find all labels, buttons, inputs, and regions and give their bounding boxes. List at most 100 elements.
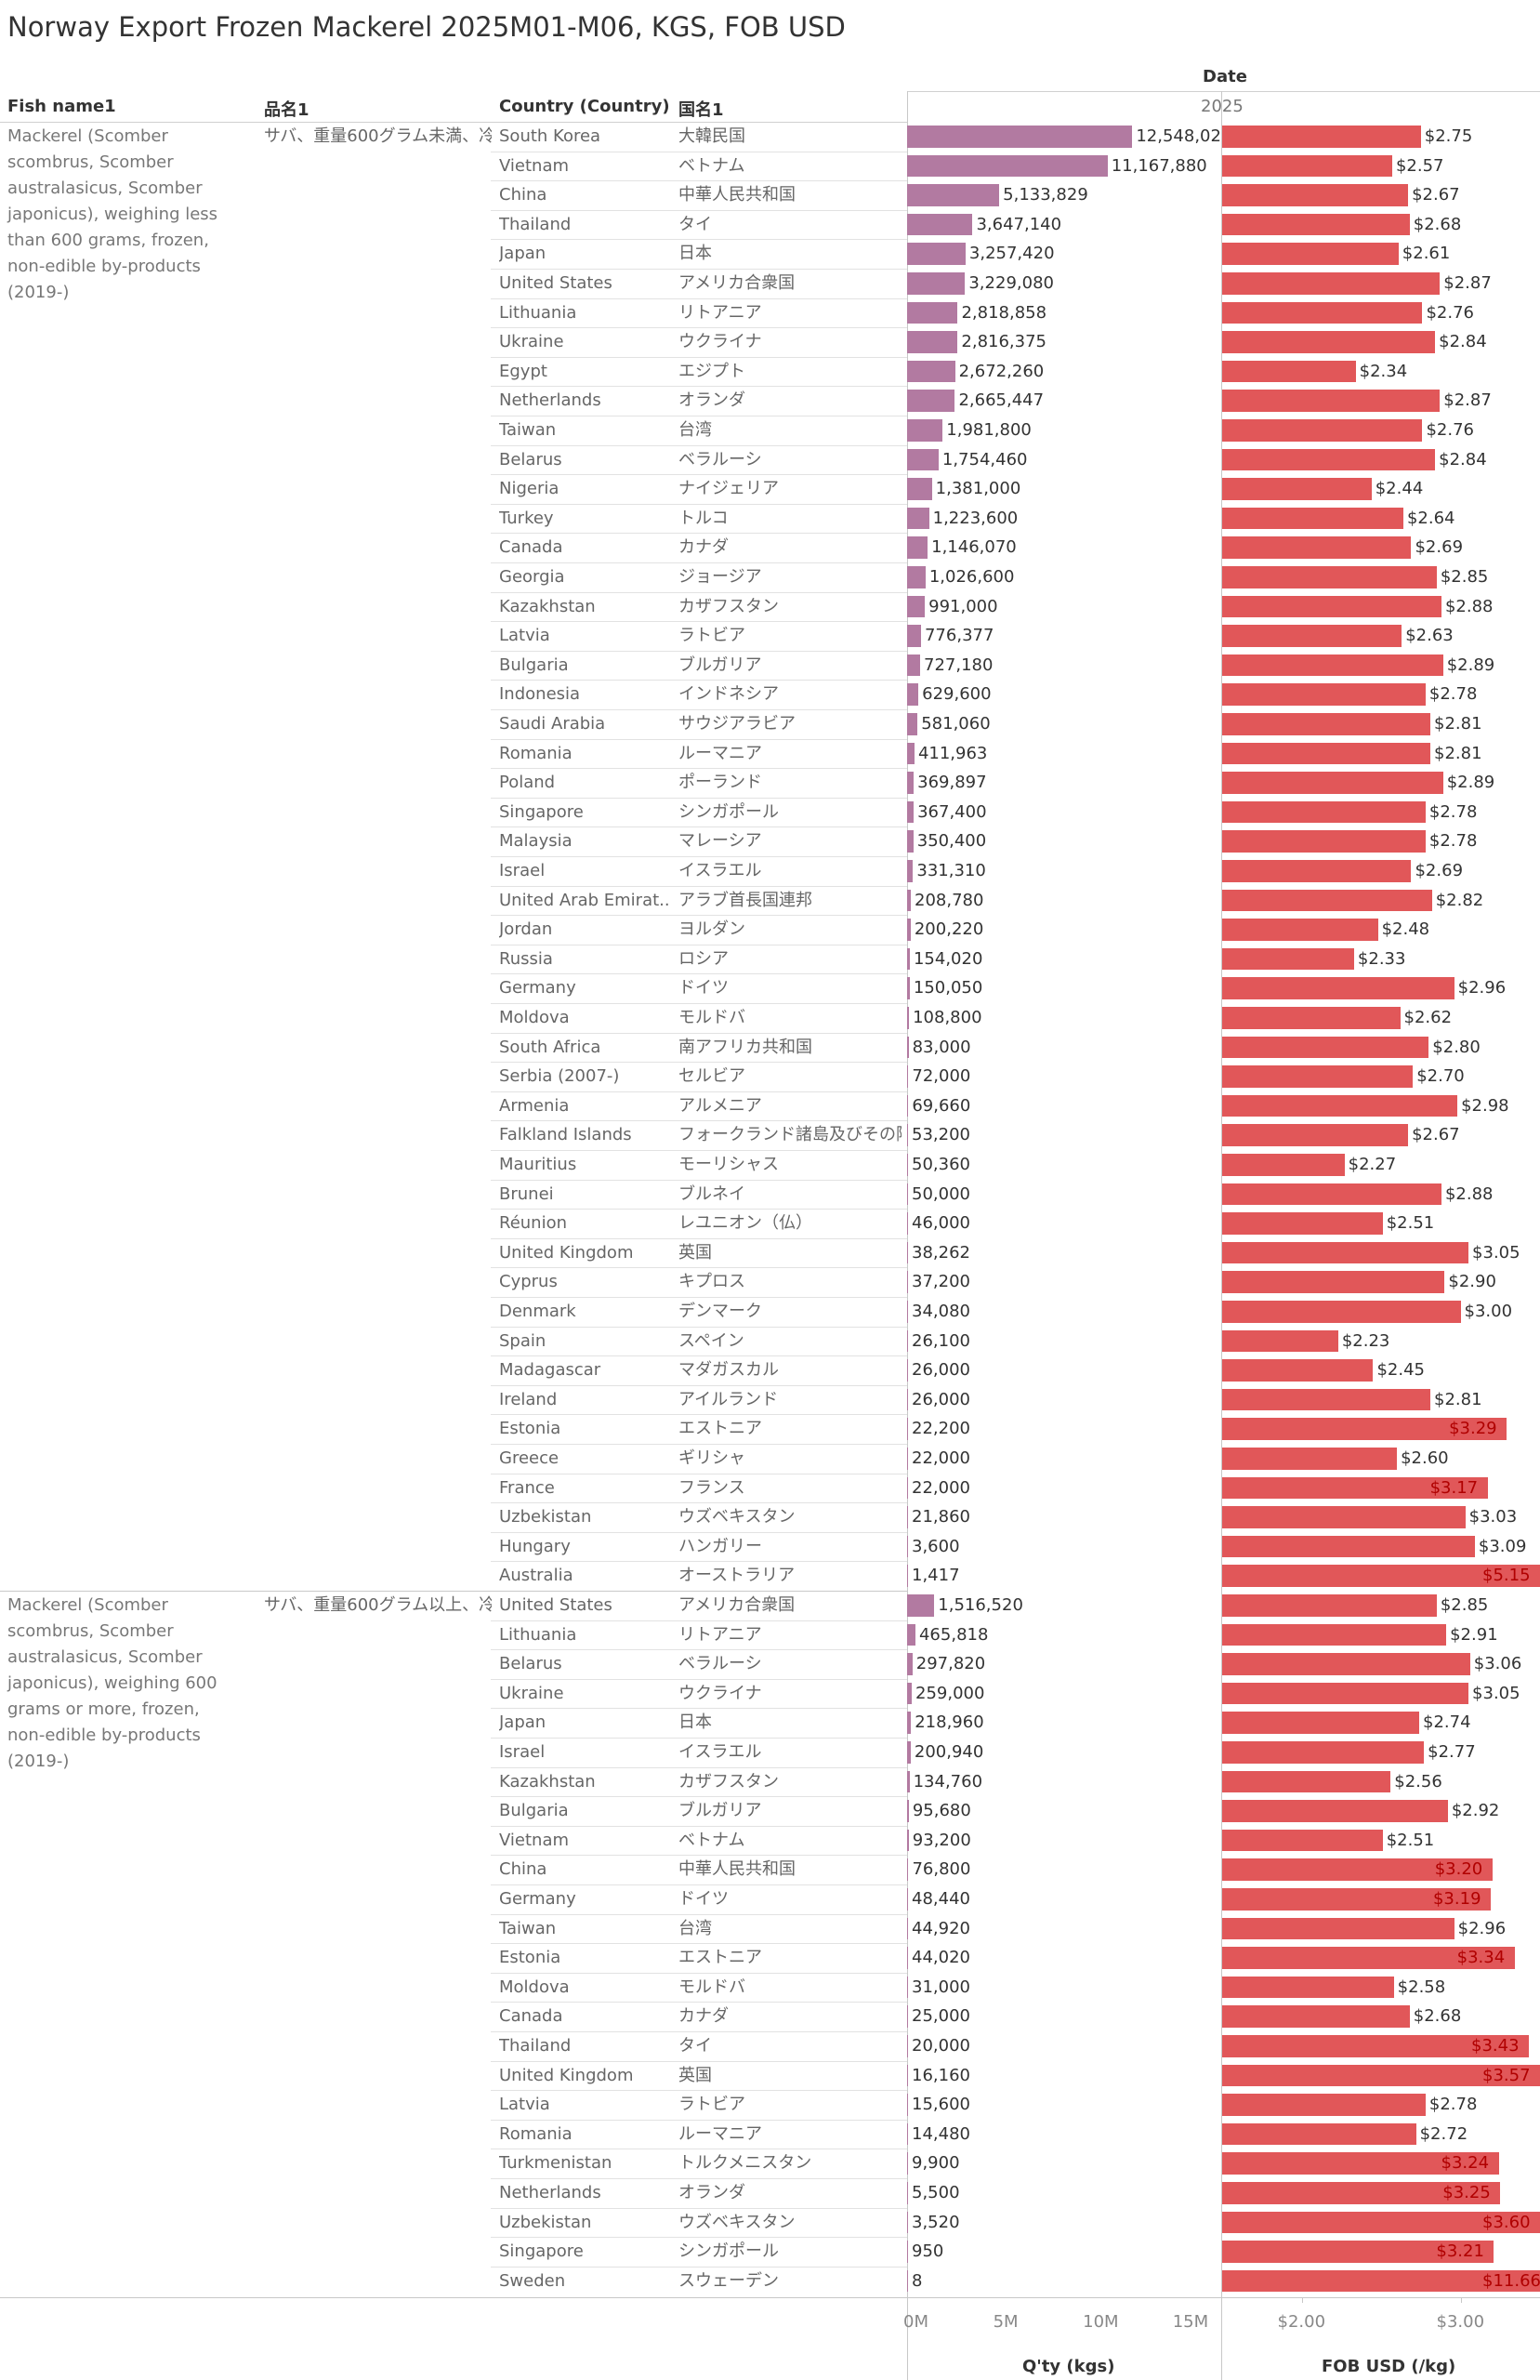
qty-label: 150,050	[913, 978, 983, 998]
price-label: $3.43	[1471, 2036, 1520, 2056]
country-cell: Brunei	[499, 1183, 554, 1204]
qty-bar	[907, 889, 912, 912]
price-bar	[1222, 419, 1423, 442]
qty-bar	[907, 1448, 908, 1470]
qty-label: 154,020	[913, 948, 983, 969]
kokumei-cell: レユニオン（仏）	[678, 1213, 812, 1234]
price-bar	[1222, 595, 1441, 618]
kokumei-cell: セルビア	[678, 1066, 745, 1087]
qty-bar	[907, 1007, 910, 1029]
kokumei-cell: オランダ	[678, 2183, 745, 2202]
price-label: $2.78	[1428, 684, 1478, 705]
qty-bar	[907, 1212, 908, 1235]
row-divider	[491, 1913, 907, 1915]
price-label: $3.09	[1478, 1536, 1527, 1556]
country-cell: Bulgaria	[499, 654, 569, 675]
qty-bar	[907, 1800, 909, 1822]
price-label: $2.87	[1443, 273, 1492, 293]
row-divider	[491, 1032, 907, 1034]
qty-label: 48,440	[912, 1889, 970, 1909]
kokumei-cell: ベトナム	[678, 1830, 745, 1850]
price-bar	[1222, 360, 1356, 383]
price-label: $2.27	[1348, 1155, 1397, 1174]
row-divider	[491, 650, 907, 652]
qty-label: 950	[912, 2241, 944, 2262]
price-label: $2.81	[1434, 1389, 1482, 1409]
qty-bar	[907, 1565, 908, 1587]
price-bar	[1222, 1476, 1488, 1500]
qty-label: 727,180	[924, 654, 994, 675]
country-cell: United States	[499, 273, 612, 293]
country-cell: Greece	[499, 1448, 559, 1468]
qty-bar	[907, 2064, 908, 2087]
country-cell: Nigeria	[499, 479, 559, 499]
row-divider	[491, 680, 907, 681]
price-label: $2.62	[1403, 1008, 1453, 1027]
price-bar	[1222, 1800, 1448, 1822]
country-cell: Jordan	[499, 919, 553, 940]
price-bar	[1222, 683, 1426, 706]
qty-label: 200,220	[914, 919, 984, 940]
country-cell: Poland	[499, 773, 556, 793]
kokumei-cell: エジプト	[678, 361, 745, 381]
row-divider	[491, 180, 907, 182]
qty-label: 991,000	[928, 596, 998, 616]
price-label: $2.57	[1395, 155, 1444, 176]
qty-bar	[907, 243, 966, 265]
price-label: $2.91	[1450, 1624, 1498, 1645]
price-label: $2.90	[1448, 1272, 1496, 1292]
price-bar	[1222, 2094, 1426, 2116]
kokumei-cell: シンガポール	[678, 2241, 779, 2262]
row-divider	[491, 1825, 907, 1827]
row-divider	[491, 1766, 907, 1768]
kokumei-cell: ベトナム	[678, 155, 745, 176]
kokumei-cell: タイ	[678, 2036, 712, 2056]
row-divider	[491, 973, 907, 975]
price-label: $11.66	[1482, 2270, 1540, 2291]
country-cell: South Korea	[499, 126, 601, 146]
kokumei-cell: シンガポール	[678, 801, 779, 822]
kokumei-cell: ルーマニア	[678, 2123, 762, 2144]
price-label: $2.45	[1376, 1360, 1425, 1381]
qty-bar	[907, 1359, 908, 1382]
country-cell: Egypt	[499, 361, 547, 381]
qty-label: 44,920	[912, 1918, 970, 1938]
price-label: $2.98	[1461, 1095, 1509, 1116]
price-bar	[1222, 566, 1437, 588]
qty-bar	[907, 272, 966, 295]
qty-bar	[907, 1858, 909, 1881]
price-bar	[1222, 1212, 1383, 1235]
header-country: Country (Country)	[499, 97, 670, 116]
qty-label: 22,000	[912, 1448, 970, 1468]
price-bar	[1222, 1036, 1429, 1059]
row-divider	[491, 1972, 907, 1974]
price-bar	[1222, 1301, 1461, 1323]
price-axis-tick: $2.00	[1277, 2312, 1326, 2333]
price-bar	[1222, 1594, 1437, 1617]
qty-bar	[907, 419, 943, 442]
price-bar	[1222, 2269, 1540, 2293]
price-label: $2.58	[1397, 1977, 1446, 1997]
row-divider	[491, 1091, 907, 1092]
kokumei-cell: インドネシア	[678, 684, 779, 705]
country-cell: Israel	[499, 1742, 546, 1762]
qty-bar	[907, 507, 929, 530]
price-label: $2.92	[1451, 1801, 1500, 1821]
qty-label: 297,820	[915, 1654, 986, 1674]
qty-label: 12,548,020	[1136, 126, 1232, 146]
qty-label: 20,000	[912, 2036, 970, 2056]
qty-axis-tick: 15M	[1172, 2312, 1209, 2333]
price-bar	[1222, 301, 1423, 324]
row-divider	[491, 738, 907, 740]
kokumei-cell: エストニア	[678, 1419, 762, 1439]
price-bar	[1222, 1623, 1447, 1646]
qty-bar	[907, 2182, 908, 2204]
country-cell: Thailand	[499, 214, 572, 234]
kokumei-cell: ヨルダン	[678, 919, 745, 940]
row-divider	[491, 503, 907, 505]
price-bar	[1222, 977, 1454, 999]
row-divider	[491, 1738, 907, 1739]
row-divider	[491, 1209, 907, 1210]
price-bar	[1222, 213, 1410, 236]
qty-bar	[907, 1770, 910, 1793]
